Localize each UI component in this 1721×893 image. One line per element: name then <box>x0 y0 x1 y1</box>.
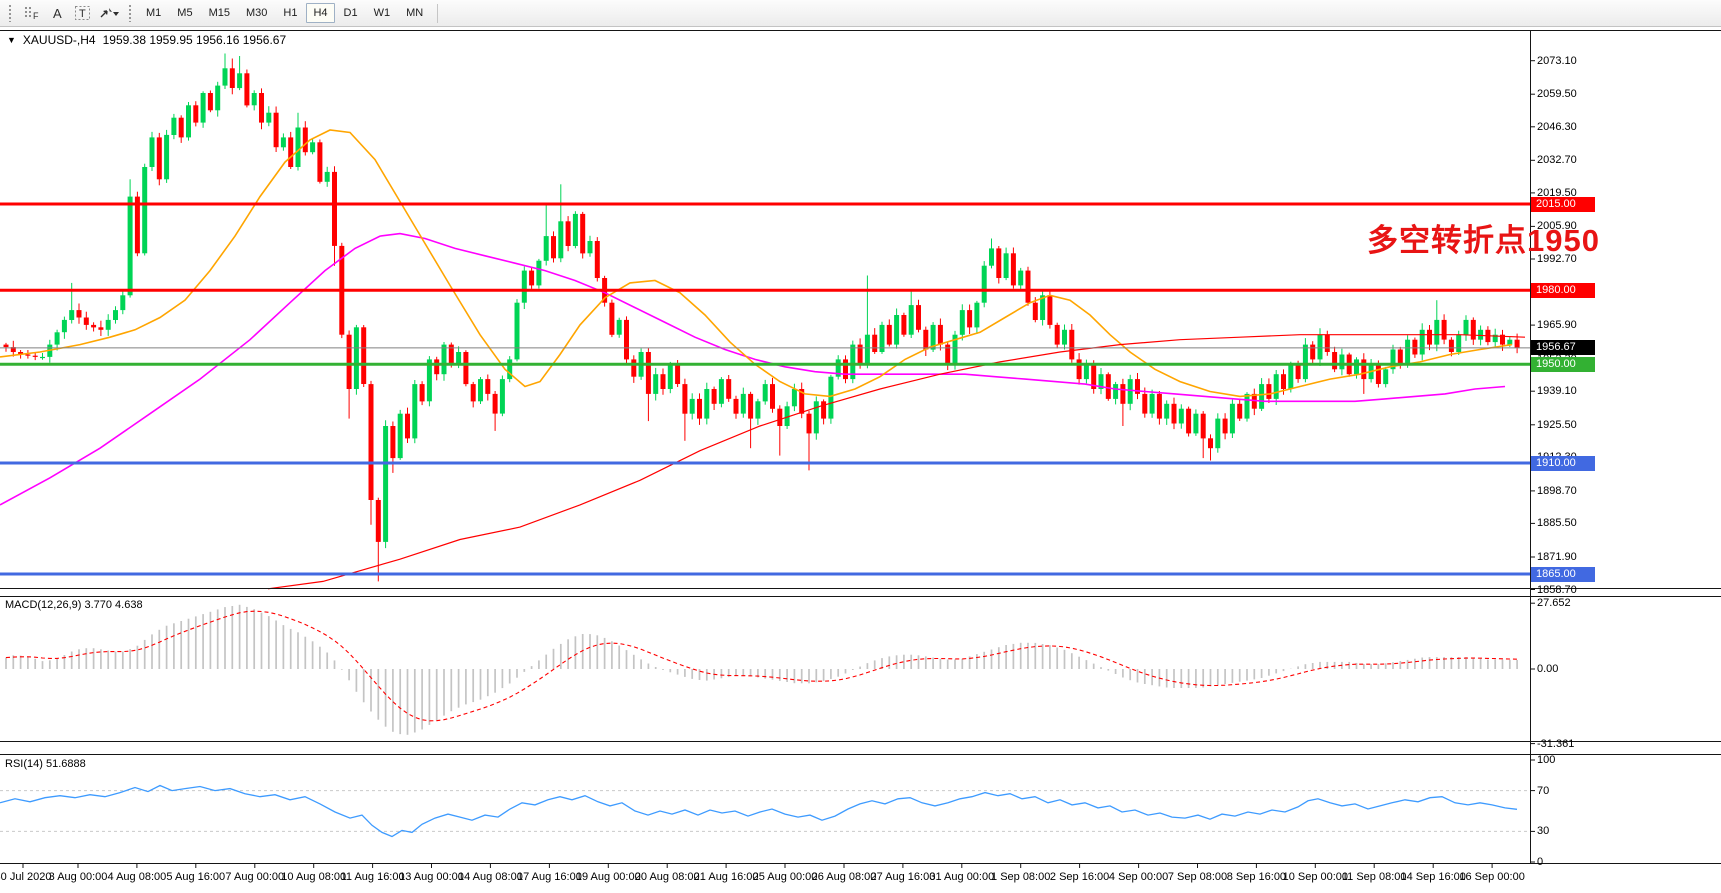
price-level-label: 1950.00 <box>1531 356 1595 372</box>
chart-title: ▼ XAUUSD-,H4 1959.38 1959.95 1956.16 195… <box>7 33 286 47</box>
toolbar: F A T M1 M5 M15 M30 H1 H4 D1 W1 MN <box>0 0 1721 27</box>
price-tick-label: 2073.10 <box>1537 54 1577 67</box>
time-tick-label: 7 Aug 00:00 <box>225 871 285 883</box>
time-tick-label: 30 Jul 2020 <box>0 871 52 883</box>
current-price-label: 1956.67 <box>1531 340 1595 356</box>
timeframe-button-m1[interactable]: M1 <box>139 3 168 23</box>
time-tick-label: 1 Sep 08:00 <box>991 871 1051 883</box>
timeframe-button-w1[interactable]: W1 <box>367 3 398 23</box>
time-tick-label: 5 Aug 16:00 <box>166 871 226 883</box>
rsi-tick-label: 100 <box>1537 754 1556 766</box>
fibonacci-tool-button[interactable]: F <box>18 3 44 24</box>
timeframe-button-m5[interactable]: M5 <box>170 3 199 23</box>
ohlc-values: 1959.38 1959.95 1956.16 1956.67 <box>102 33 287 47</box>
time-tick-label: 10 Aug 08:00 <box>281 871 347 883</box>
price-level-label: 1980.00 <box>1531 282 1595 298</box>
candles-layer <box>3 53 1520 582</box>
rsi-tick-label: 0 <box>1537 856 1544 868</box>
time-tick-label: 14 Sep 16:00 <box>1400 871 1466 883</box>
fibonacci-icon: F <box>23 5 40 21</box>
text-icon: T <box>74 5 92 21</box>
toolbar-grip-icon[interactable] <box>7 4 13 22</box>
timeframe-button-h4[interactable]: H4 <box>306 3 335 23</box>
macd-indicator-label: MACD(12,26,9) 3.770 4.638 <box>5 599 143 611</box>
time-tick-label: 2 Sep 16:00 <box>1049 871 1110 883</box>
toolbar-divider <box>437 3 439 23</box>
price-tick-label: 2019.50 <box>1537 186 1577 199</box>
rsi-tick-label: 30 <box>1537 825 1550 838</box>
time-tick-label: 21 Aug 16:00 <box>693 871 759 883</box>
text-label-tool-button[interactable]: A <box>44 3 70 24</box>
price-tick-label: 1858.70 <box>1537 583 1577 596</box>
timeframe-button-m30[interactable]: M30 <box>239 3 274 23</box>
svg-text:A: A <box>53 6 62 21</box>
price-tick-label: 1898.70 <box>1537 484 1577 497</box>
time-tick-label: 10 Sep 00:00 <box>1282 871 1349 883</box>
timeframe-button-d1[interactable]: D1 <box>337 3 365 23</box>
svg-text:F: F <box>33 11 39 21</box>
timeframe-button-m15[interactable]: M15 <box>202 3 237 23</box>
price-tick-label: 1965.90 <box>1537 319 1577 332</box>
time-tick-label: 25 Aug 00:00 <box>752 871 818 883</box>
timeframe-button-mn[interactable]: MN <box>399 3 430 23</box>
ma-slow-red-line <box>267 334 1526 590</box>
time-tick-label: 7 Sep 08:00 <box>1167 871 1228 883</box>
panel-borders <box>0 30 1721 868</box>
toolbar-grip-icon[interactable] <box>127 4 133 22</box>
macd-tick-label: -31.361 <box>1537 737 1575 750</box>
time-tick-label: 8 Sep 16:00 <box>1226 871 1287 883</box>
rsi-tick-label: 70 <box>1537 784 1550 797</box>
rsi-layer <box>0 784 1530 838</box>
macd-layer <box>5 604 1518 735</box>
time-tick-label: 17 Aug 16:00 <box>516 871 582 883</box>
price-tick-label: 1939.10 <box>1537 385 1577 398</box>
time-tick-label: 13 Aug 00:00 <box>399 871 464 883</box>
macd-tick-label: 27.652 <box>1537 597 1571 610</box>
price-level-label: 2015.00 <box>1531 196 1595 212</box>
price-tick-label: 1925.50 <box>1537 418 1577 431</box>
price-tick-label: 2046.30 <box>1537 120 1577 133</box>
chart-menu-arrow-icon[interactable]: ▼ <box>7 35 16 45</box>
macd-tick-label: 0.00 <box>1537 663 1559 675</box>
price-tick-label: 2005.90 <box>1537 220 1577 233</box>
symbol-timeframe-label: XAUUSD-,H4 <box>22 33 96 47</box>
time-tick-label: 26 Aug 08:00 <box>811 871 877 883</box>
time-tick-label: 3 Aug 00:00 <box>48 871 108 883</box>
rsi-indicator-label: RSI(14) 51.6888 <box>5 758 86 770</box>
price-level-label: 1910.00 <box>1531 455 1595 471</box>
time-tick-label: 27 Aug 16:00 <box>870 871 936 883</box>
price-tick-label: 1885.50 <box>1537 517 1577 530</box>
price-tick-label: 1871.90 <box>1537 551 1577 563</box>
time-tick-label: 20 Aug 08:00 <box>634 871 700 883</box>
time-tick-label: 14 Aug 08:00 <box>457 871 523 883</box>
time-tick-label: 16 Sep 00:00 <box>1459 871 1525 883</box>
time-tick-label: 4 Sep 00:00 <box>1108 871 1169 883</box>
timeframe-buttons-group: M1 M5 M15 M30 H1 H4 D1 W1 MN <box>138 3 431 23</box>
price-tick-label: 2059.50 <box>1537 88 1577 101</box>
arrows-icon <box>98 5 120 21</box>
svg-text:T: T <box>79 8 86 20</box>
ma-mid-magenta-line <box>0 232 1506 506</box>
price-level-label: 1865.00 <box>1531 566 1595 582</box>
horizontal-levels-layer <box>0 202 1530 576</box>
arrows-tool-button[interactable] <box>96 3 122 24</box>
time-tick-label: 11 Sep 08:00 <box>1341 871 1407 883</box>
time-tick-label: 31 Aug 00:00 <box>929 871 995 883</box>
price-tick-label: 1992.70 <box>1537 253 1577 265</box>
ma-fast-orange-line <box>0 129 1513 398</box>
time-tick-label: 11 Aug 16:00 <box>340 871 405 883</box>
time-tick-label: 4 Aug 08:00 <box>107 871 167 883</box>
price-tick-label: 2032.70 <box>1537 154 1577 167</box>
time-tick-label: 19 Aug 00:00 <box>575 871 641 883</box>
timeframe-button-h1[interactable]: H1 <box>276 3 304 23</box>
text-tool-button[interactable]: T <box>70 3 96 24</box>
chart-text-annotation: 多空转折点1950 <box>1367 223 1600 258</box>
text-label-icon: A <box>49 5 65 21</box>
